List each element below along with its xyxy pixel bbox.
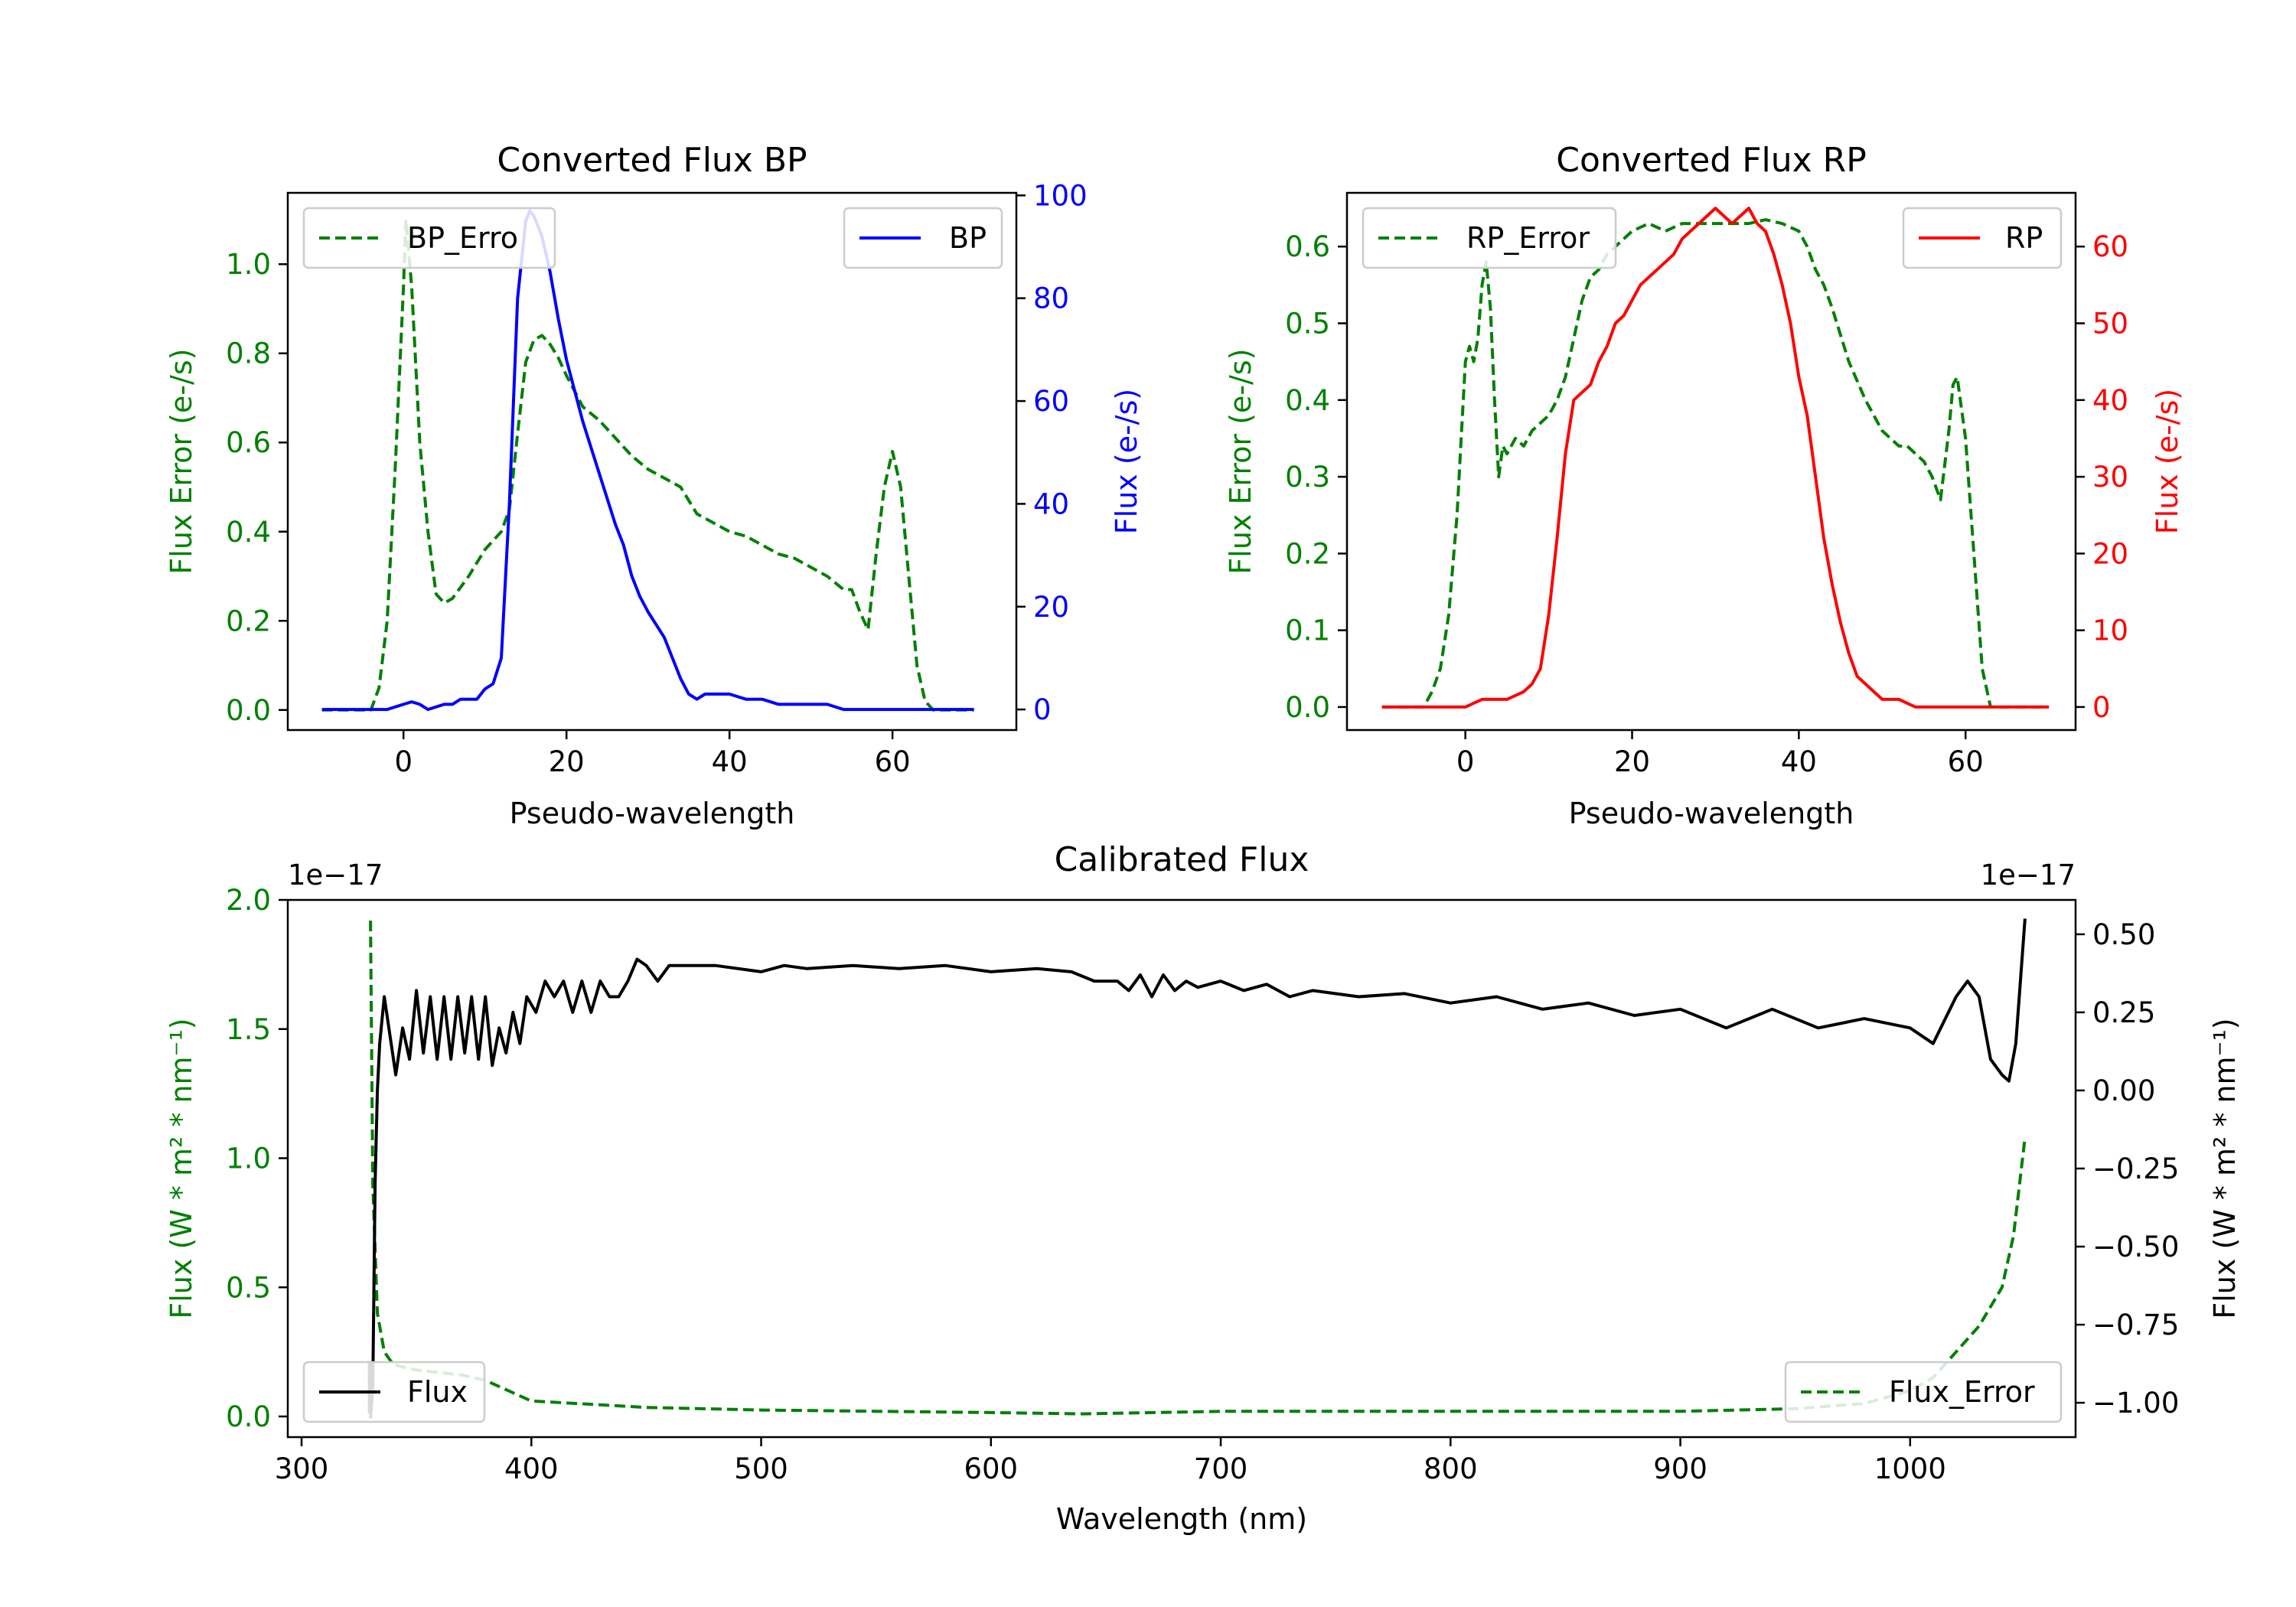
- bp-ytick-right-label: 80: [1033, 282, 1069, 315]
- rp-ylabel-right: Flux (e-/s): [2151, 389, 2184, 534]
- rp-series-rp-error: [1381, 218, 2050, 709]
- cal-ytick-left-label: 0.0: [226, 1400, 271, 1433]
- rp-marks: [1381, 207, 2050, 709]
- cal-ytick-right-label: 0.25: [2092, 996, 2155, 1029]
- rp-ylabel-left: Flux Error (e-/s): [1224, 348, 1257, 574]
- cal-ytick-right-label: 0.00: [2092, 1074, 2155, 1107]
- cal-ytick-left-label: 0.5: [226, 1271, 271, 1304]
- rp-xtick-label: 40: [1781, 745, 1817, 778]
- cal-marks: [367, 918, 2027, 1419]
- bp-ytick-right-label: 60: [1033, 385, 1069, 418]
- cal-ytick-right-label: −0.75: [2092, 1309, 2179, 1341]
- bp-xtick-label: 20: [549, 745, 585, 778]
- rp-ytick-right-label: 30: [2092, 461, 2128, 494]
- cal-xtick-label: 600: [964, 1452, 1018, 1485]
- rp-ytick-left-label: 0.1: [1285, 614, 1330, 647]
- rp-xlabel: Pseudo-wavelength: [1569, 797, 1854, 830]
- cal-ytick-left-label: 1.0: [226, 1143, 271, 1175]
- rp-ytick-right-label: 0: [2092, 691, 2111, 724]
- cal-ytick-left-label: 2.0: [226, 884, 271, 917]
- cal-xtick-label: 300: [275, 1452, 329, 1485]
- cal-ytick-right-label: 0.50: [2092, 918, 2155, 951]
- bp-ticks: 0 20 40 60 0.0 0.2 0.4 0.6 0.8 1.0 0 20 40 60 80 100: [226, 179, 1087, 778]
- cal-xtick-label: 700: [1194, 1452, 1248, 1485]
- cal-legend-error-label: Flux_Error: [1889, 1375, 2035, 1409]
- bp-marks: [321, 209, 974, 712]
- bp-ytick-left-label: 0.8: [226, 337, 271, 370]
- rp-ytick-right-label: 10: [2092, 614, 2128, 647]
- bp-ylabel-right: Flux (e-/s): [1110, 389, 1143, 534]
- cal-offset-left: 1e−17: [288, 859, 383, 892]
- cal-xtick-label: 400: [504, 1452, 559, 1485]
- cal-series-flux: [369, 918, 2027, 1419]
- bp-legend-right: BP: [843, 207, 1003, 269]
- rp-legend-error-label: RP_Error: [1466, 221, 1590, 255]
- rp-plot-frame: [1345, 191, 2077, 732]
- rp-legend-flux-label: RP: [2005, 221, 2043, 255]
- cal-xlabel: Wavelength (nm): [1056, 1502, 1307, 1536]
- rp-legend-right: RP: [1902, 207, 2063, 269]
- cal-xtick-label: 900: [1653, 1452, 1707, 1485]
- bp-xlabel: Pseudo-wavelength: [510, 797, 795, 830]
- bp-ytick-left-label: 0.2: [226, 605, 271, 637]
- bp-ytick-right-label: 0: [1033, 693, 1052, 726]
- cal-plot-frame: [286, 898, 2077, 1439]
- bp-plot-frame: [286, 191, 1018, 732]
- chart-rp: Converted Flux RP 0 20 40 60 0.0 0.1 0.2 0.3 0.4…: [1224, 141, 2184, 830]
- cal-xtick-label: 1000: [1874, 1452, 1946, 1485]
- bp-ytick-right-label: 20: [1033, 591, 1069, 624]
- bp-ytick-left-label: 0.4: [226, 516, 271, 549]
- rp-xtick-label: 60: [1948, 745, 1984, 778]
- bp-xtick-label: 40: [712, 745, 748, 778]
- bp-xtick-label: 60: [875, 745, 911, 778]
- cal-xtick-label: 800: [1424, 1452, 1478, 1485]
- chart-cal: Calibrated Flux 1e−17 1e−17 300 400 500 600…: [165, 840, 2242, 1536]
- bp-series-bp-error: [321, 218, 974, 712]
- rp-ytick-left-label: 0.6: [1285, 230, 1330, 263]
- rp-series-rp: [1381, 207, 2050, 709]
- rp-xtick-label: 0: [1456, 745, 1475, 778]
- rp-ytick-left-label: 0.0: [1285, 691, 1330, 724]
- chart-bp: Converted Flux BP 0 20 40 60 0.0 0.2 0.4 0.6 0.8…: [165, 141, 1143, 830]
- cal-ytick-left-label: 1.5: [226, 1013, 271, 1046]
- rp-ytick-right-label: 60: [2092, 230, 2128, 263]
- cal-ticks: 300 400 500 600 700 800 900 1000 0.0 0.5 1.0 1.5 2.0…: [226, 884, 2179, 1485]
- cal-ytick-right-label: −1.00: [2092, 1387, 2179, 1420]
- rp-ytick-left-label: 0.3: [1285, 461, 1330, 494]
- cal-legend-flux-label: Flux: [407, 1375, 468, 1409]
- cal-ylabel-left: Flux (W * m² * nm⁻¹): [165, 1018, 198, 1319]
- bp-ytick-right-label: 100: [1033, 179, 1088, 212]
- bp-title: Converted Flux BP: [497, 141, 807, 180]
- bp-xtick-label: 0: [394, 745, 413, 778]
- bp-ytick-left-label: 0.0: [226, 694, 271, 727]
- cal-legend-right: Flux_Error: [1784, 1361, 2063, 1423]
- cal-ytick-right-label: −0.50: [2092, 1231, 2179, 1263]
- cal-ylabel-right: Flux (W * m² * nm⁻¹): [2208, 1018, 2242, 1319]
- rp-ytick-left-label: 0.5: [1285, 307, 1330, 340]
- cal-offset-right: 1e−17: [1981, 859, 2076, 892]
- rp-legend-left: RP_Error: [1362, 207, 1617, 269]
- rp-xtick-label: 20: [1614, 745, 1650, 778]
- bp-ylabel-left: Flux Error (e-/s): [165, 348, 198, 574]
- rp-ytick-left-label: 0.4: [1285, 384, 1330, 417]
- bp-legend-error-label: BP_Erro: [407, 221, 518, 255]
- rp-ytick-left-label: 0.2: [1285, 537, 1330, 570]
- cal-title: Calibrated Flux: [1055, 840, 1309, 879]
- bp-series-bp: [321, 209, 974, 712]
- cal-legend-left: Flux: [302, 1361, 486, 1423]
- bp-legend-flux-label: BP: [949, 221, 987, 255]
- rp-title: Converted Flux RP: [1556, 141, 1867, 180]
- cal-ytick-right-label: −0.25: [2092, 1152, 2179, 1185]
- bp-ytick-right-label: 40: [1033, 487, 1069, 520]
- rp-ytick-right-label: 50: [2092, 307, 2128, 340]
- rp-ytick-right-label: 20: [2092, 537, 2128, 570]
- cal-xtick-label: 500: [734, 1452, 788, 1485]
- bp-legend-left: BP_Erro: [302, 207, 556, 269]
- bp-ytick-left-label: 0.6: [226, 426, 271, 459]
- rp-ytick-right-label: 40: [2092, 384, 2128, 417]
- rp-ticks: 0 20 40 60 0.0 0.1 0.2 0.3 0.4 0.5 0.6 0 10 20 30 40 50 6…: [1285, 230, 2128, 778]
- bp-ytick-left-label: 1.0: [226, 248, 271, 281]
